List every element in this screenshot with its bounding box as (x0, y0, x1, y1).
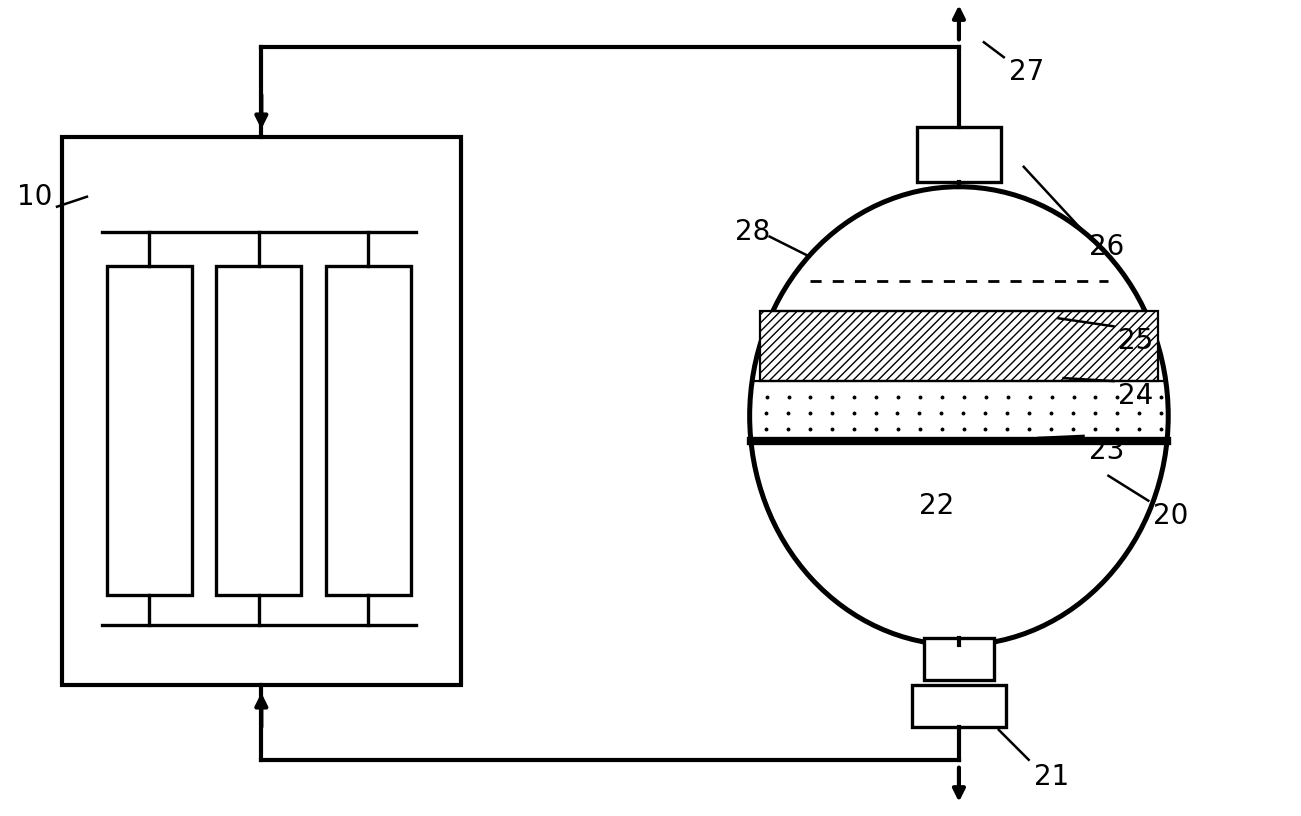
Text: 21: 21 (1034, 763, 1069, 791)
Text: 10: 10 (17, 183, 52, 211)
Bar (327, 267, 411, 596)
Text: 26: 26 (1089, 233, 1124, 260)
Text: 20: 20 (1153, 502, 1189, 530)
Text: 25: 25 (1119, 327, 1154, 355)
Text: 24: 24 (1119, 382, 1154, 410)
Bar (912, 685, 1006, 727)
Text: 22: 22 (919, 492, 955, 520)
Bar (760, 312, 1158, 381)
Bar (216, 267, 302, 596)
Text: 23: 23 (1089, 437, 1124, 465)
Bar (917, 127, 1002, 182)
Text: 28: 28 (735, 218, 770, 246)
Bar (107, 267, 191, 596)
Bar (62, 137, 461, 685)
Bar (924, 638, 994, 680)
Text: 27: 27 (1008, 58, 1043, 86)
